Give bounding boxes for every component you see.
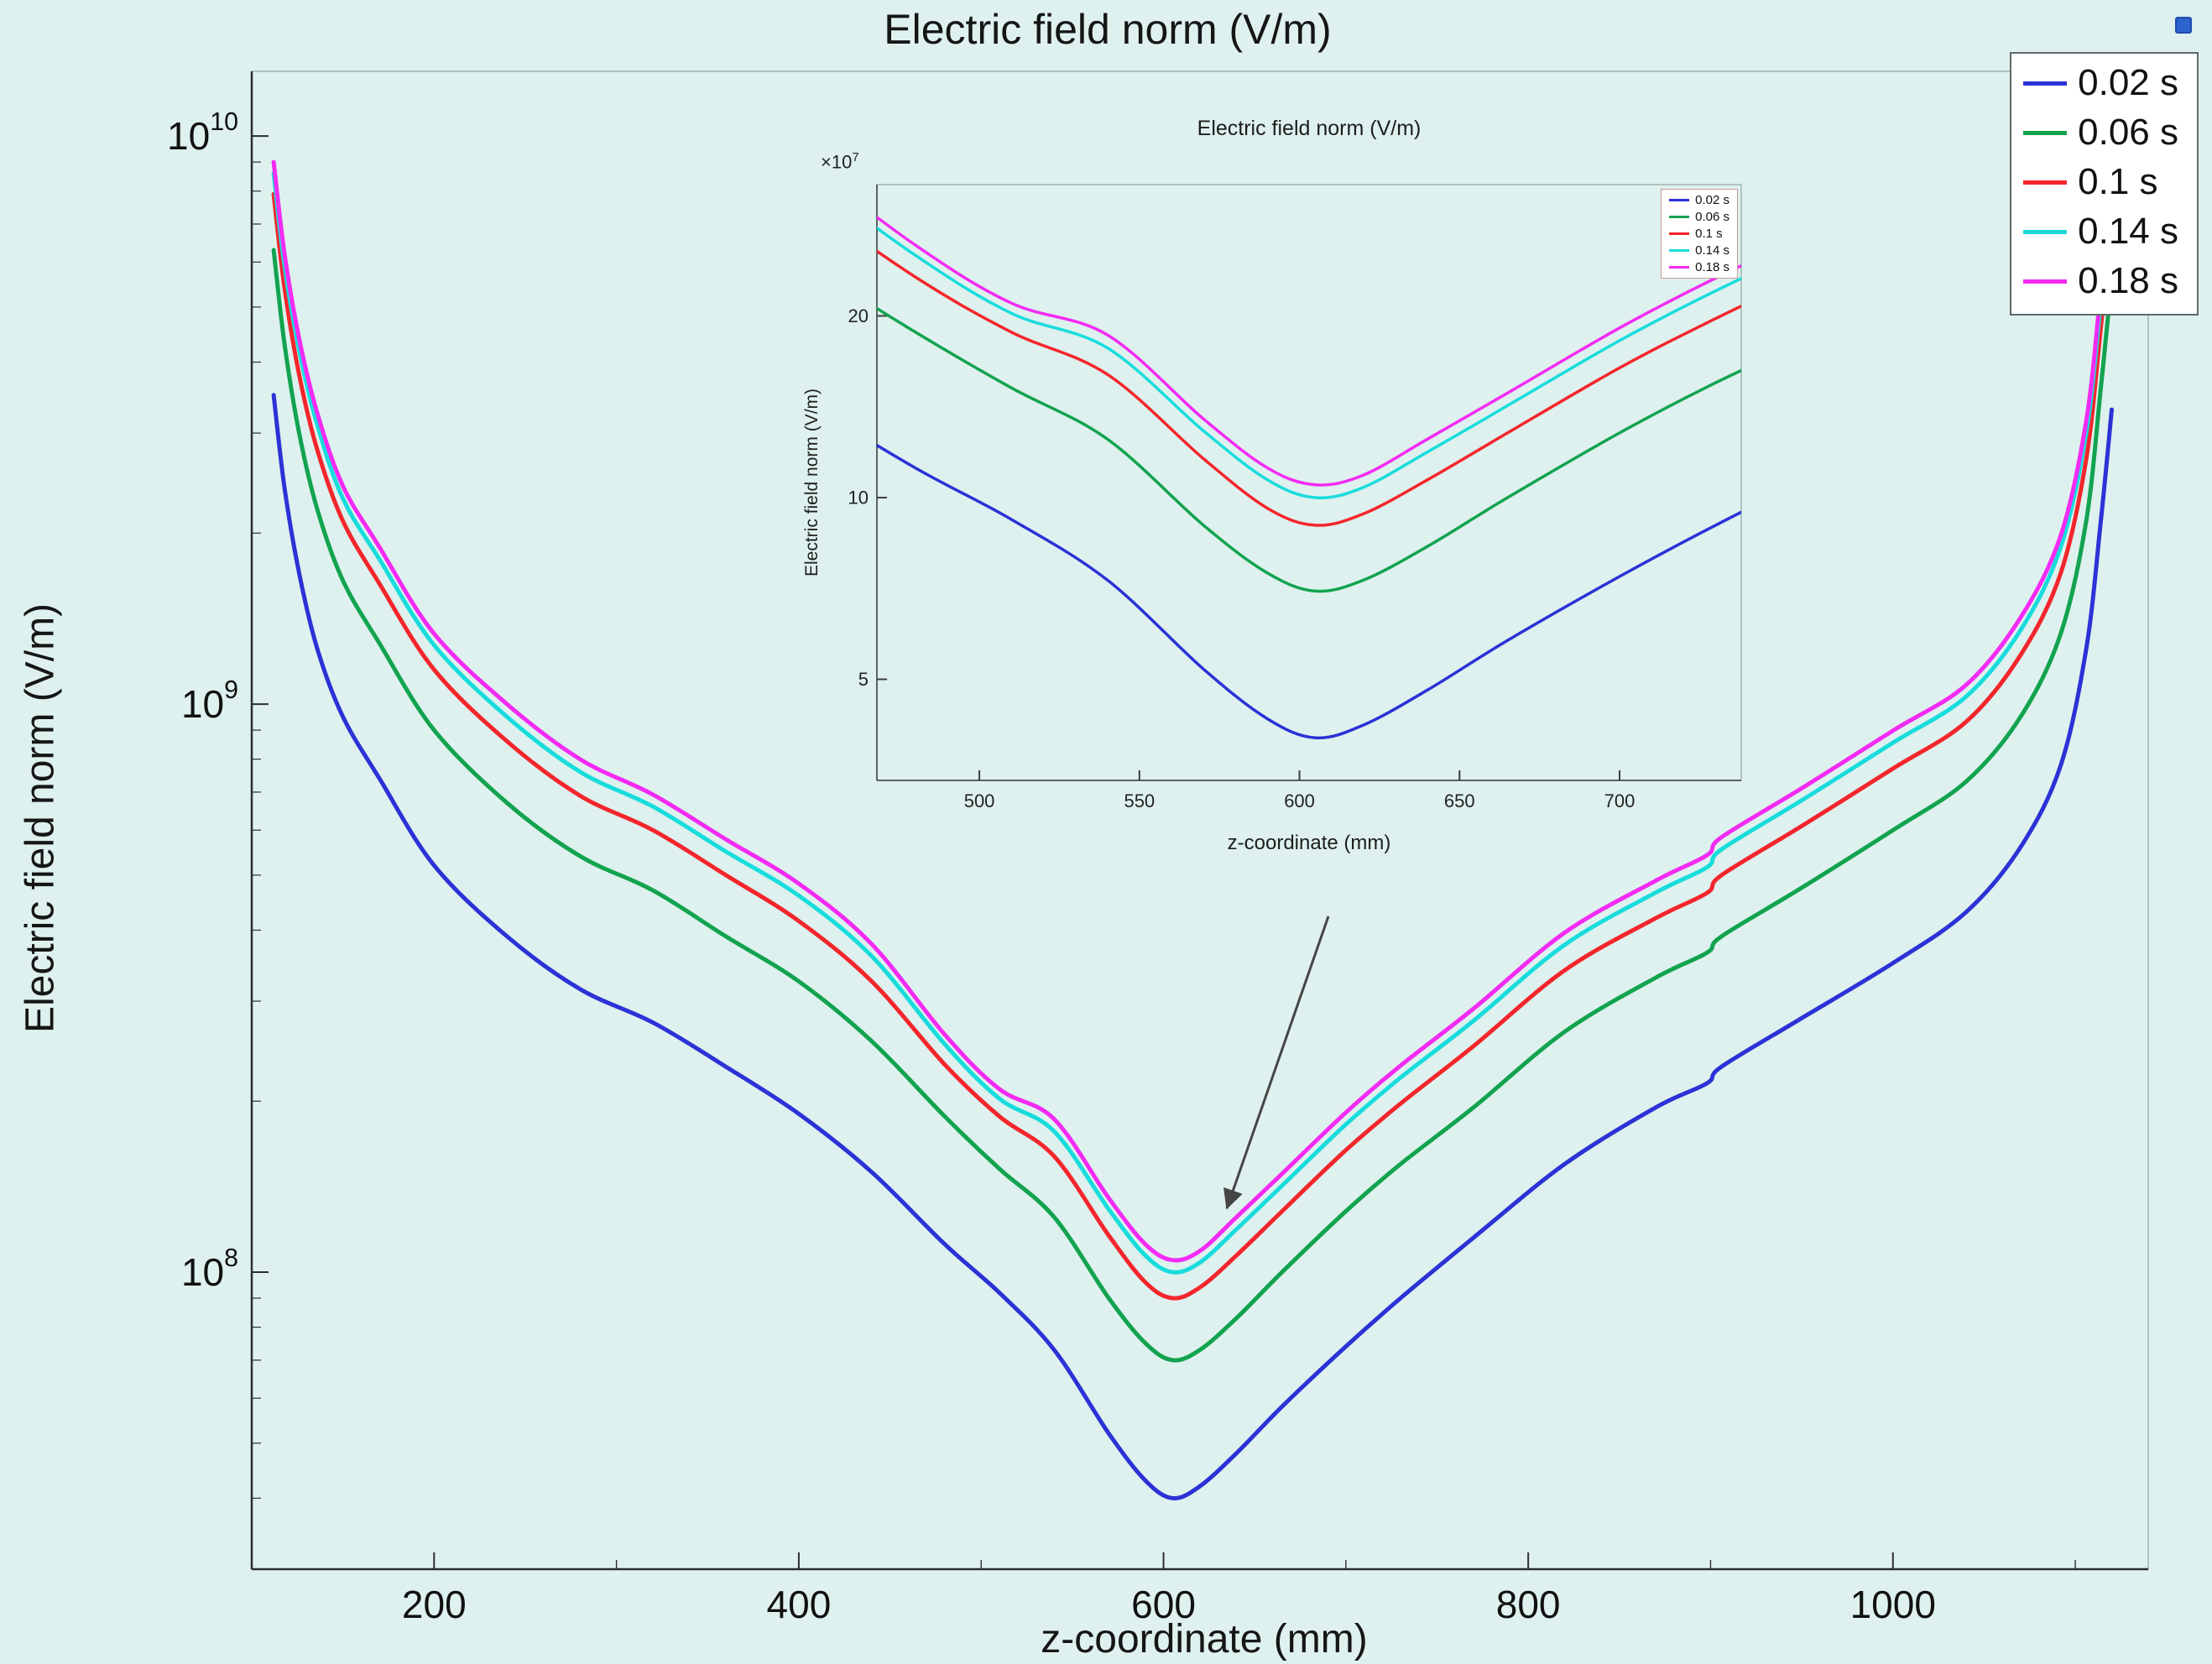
legend-swatch [2023,130,2068,135]
x-tick-label: 550 [1124,790,1155,811]
x-tick-label: 600 [1284,790,1315,811]
legend-swatch [2023,81,2068,86]
inset-chart: Electric field norm (V/m) ×107 500 550 600… [797,113,1783,910]
legend-label: 0.18 s [2078,260,2178,301]
y-tick-label: 20 [848,305,869,326]
series-line [271,393,2114,1500]
x-tick-label: 700 [1604,790,1636,811]
series-line [877,249,1741,527]
inset-legend: 0.02 s 0.06 s 0.1 s 0.14 s 0.18 s [1661,189,1738,279]
inset-y-multiplier: ×107 [821,150,859,173]
legend-item: 0.18 s [2023,260,2178,302]
y-tick-label: 10 [848,488,869,509]
legend-label: 0.06 s [1695,210,1729,224]
legend-label: 0.1 s [1695,227,1723,241]
legend-item: 0.06 s [2023,112,2178,154]
legend-item: 0.1 s [2023,161,2178,203]
x-tick-label: 200 [402,1583,467,1626]
legend-label: 0.06 s [2078,112,2178,153]
y-tick-label: 5 [858,669,869,690]
legend-label: 0.14 s [1695,243,1729,258]
legend-item: 0.14 s [1669,243,1729,258]
inset-chart-canvas: 500 550 600 650 700 5 10 20 [848,184,1742,811]
x-tick-label: 600 [1131,1583,1196,1626]
x-tick-label: 800 [1496,1583,1561,1626]
plot-title: Electric field norm (V/m) [884,6,1332,53]
legend: 0.02 s 0.06 s 0.1 s 0.14 s 0.18 s [2010,52,2199,316]
legend-swatch [1669,199,1690,201]
legend-swatch [2023,279,2068,284]
legend-swatch [2023,180,2068,185]
x-tick-label: 1000 [1850,1583,1936,1626]
series-line [271,191,2114,1301]
legend-label: 0.14 s [2078,211,2178,252]
legend-label: 0.18 s [1695,260,1729,274]
legend-label: 0.1 s [2078,161,2158,202]
legend-item: 0.06 s [1669,210,1729,224]
series-line [271,159,2114,1263]
y-tick-label: 1010 [167,108,238,158]
x-tick-label: 500 [964,790,995,811]
x-axis-label: z-coordinate (mm) [1041,1617,1368,1661]
dock-icon[interactable] [2175,17,2192,34]
x-tick-label: 400 [767,1583,832,1626]
y-tick-label: 108 [181,1244,238,1294]
series-line [877,306,1741,593]
legend-item: 0.14 s [2023,211,2178,253]
legend-label: 0.02 s [1695,193,1729,207]
legend-item: 0.02 s [2023,62,2178,104]
plot-box [876,184,1742,781]
series-line [271,171,2114,1275]
legend-swatch [1669,266,1690,269]
legend-swatch [1669,249,1690,252]
series-line [271,248,2114,1363]
inset-title: Electric field norm (V/m) [1197,117,1422,140]
x-tick-label: 650 [1444,790,1475,811]
legend-label: 0.02 s [2078,62,2178,103]
legend-item: 0.18 s [1669,260,1729,274]
series-line [877,215,1741,487]
legend-swatch [2023,229,2068,234]
series-line [877,226,1741,500]
series-line [877,443,1741,740]
legend-item: 0.02 s [1669,193,1729,207]
legend-item: 0.1 s [1669,227,1729,241]
inset-pointer-arrow [1223,915,1330,1210]
y-tick-label: 109 [181,676,238,726]
inset-y-axis-label: Electric field norm (V/m) [802,388,822,577]
legend-swatch [1669,216,1690,218]
legend-swatch [1669,232,1690,235]
inset-x-axis-label: z-coordinate (mm) [1227,832,1391,854]
